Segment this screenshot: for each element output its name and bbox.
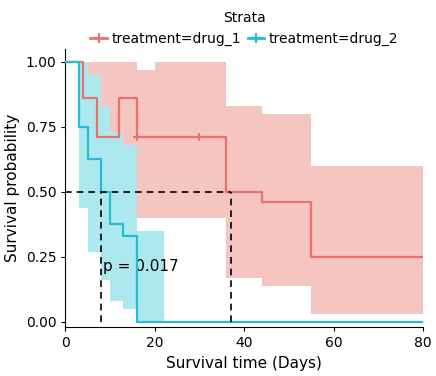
Text: p = 0.017: p = 0.017: [103, 259, 179, 274]
Legend: treatment=drug_1, treatment=drug_2: treatment=drug_1, treatment=drug_2: [85, 6, 404, 52]
Y-axis label: Survival probability: Survival probability: [5, 114, 20, 262]
X-axis label: Survival time (Days): Survival time (Days): [166, 356, 322, 371]
